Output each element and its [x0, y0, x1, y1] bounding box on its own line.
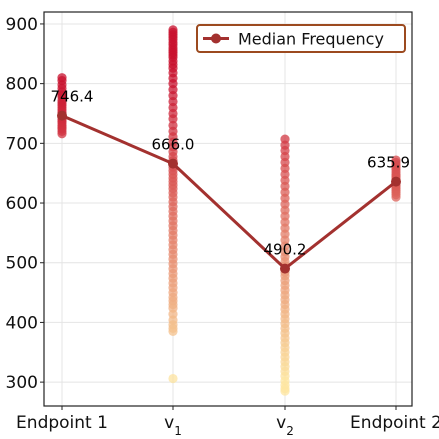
median-marker-1 — [168, 158, 178, 169]
y-tick-label-600: 600 — [6, 194, 38, 214]
scatter-point-1-70 — [168, 326, 178, 336]
scatter-point-2-50 — [280, 386, 290, 396]
y-tick-label-300: 300 — [6, 373, 38, 393]
median-marker-2 — [280, 263, 290, 274]
scatter-point-0-23 — [57, 129, 67, 139]
plot-frame — [43, 11, 413, 407]
x-tick-subscript-2: 2 — [286, 424, 294, 438]
x-tick-label-3: Endpoint 2 — [350, 413, 439, 433]
data-label-3: 635.9 — [367, 154, 410, 172]
y-tick-label-900: 900 — [6, 15, 38, 35]
x-tick-label-2: v2 — [276, 413, 294, 438]
median-line — [61, 114, 397, 271]
median-marker-0 — [57, 110, 67, 121]
legend-marker-icon — [211, 33, 221, 44]
legend[interactable]: Median Frequency — [196, 24, 406, 53]
median-marker-3 — [391, 176, 401, 187]
x-axis: Endpoint 1 v1 v2 Endpoint 2 — [16, 406, 439, 438]
y-tick-label-500: 500 — [6, 254, 38, 274]
data-labels: 746.4 666.0 490.2 635.9 — [51, 88, 410, 259]
y-axis: 300 400 500 600 700 800 900 — [6, 15, 44, 393]
y-tick-label-800: 800 — [6, 75, 38, 95]
legend-label: Median Frequency — [238, 30, 384, 49]
x-tick-subscript-1: 1 — [174, 424, 182, 438]
scatter-point-1-71 — [168, 373, 178, 384]
x-tick-label-0: Endpoint 1 — [16, 413, 108, 433]
scatter-points — [57, 25, 401, 396]
scatter-point-1-23 — [168, 114, 178, 124]
median-series — [57, 110, 401, 274]
y-tick-label-700: 700 — [6, 134, 38, 154]
data-label-1: 666.0 — [152, 136, 195, 154]
legend-box — [196, 24, 406, 53]
data-label-0: 746.4 — [51, 88, 94, 106]
y-tick-label-400: 400 — [6, 313, 38, 333]
scatter-point-3-18 — [391, 192, 401, 202]
grid-lines — [44, 12, 412, 406]
data-label-2: 490.2 — [264, 241, 307, 259]
x-tick-label-1: v1 — [164, 413, 182, 438]
